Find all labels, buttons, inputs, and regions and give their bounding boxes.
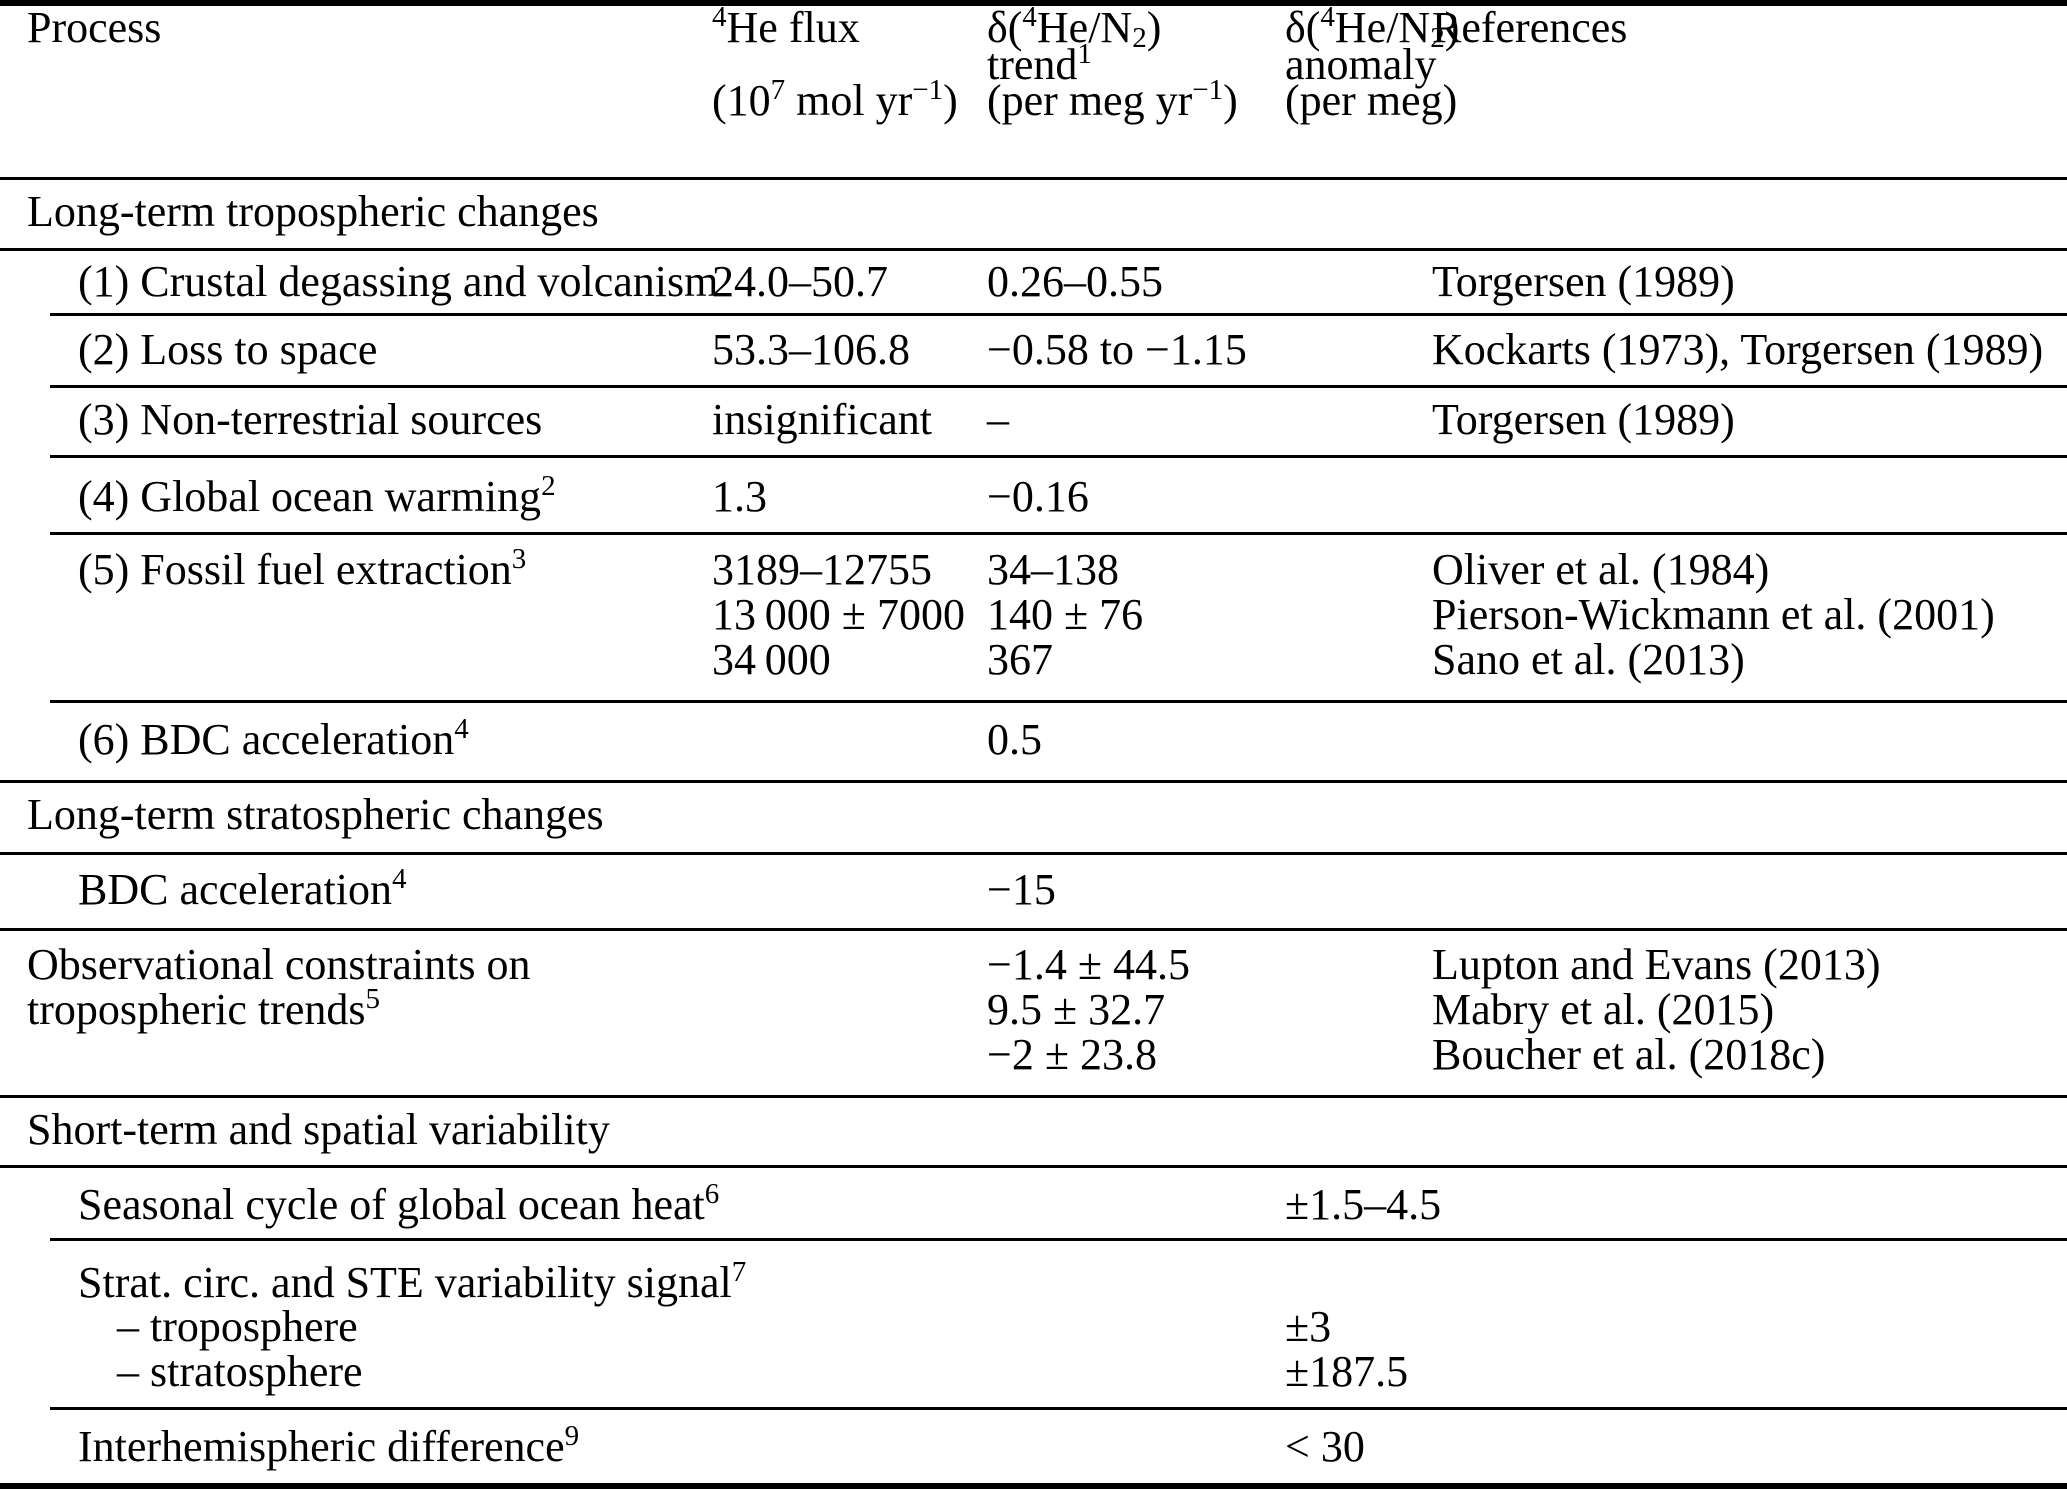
row-divider	[50, 313, 2067, 316]
section-title-variability: Short-term and spatial variability	[27, 1105, 610, 1154]
row-interhemispheric-anomaly: < 30	[1285, 1422, 1365, 1471]
row-fossil-process: (5) Fossil fuel extraction3	[78, 543, 527, 594]
row-divider	[50, 700, 2067, 703]
row-seasonal-process: Seasonal cycle of global ocean heat6	[78, 1178, 720, 1229]
row-fossil-refs-3: Sano et al. (2013)	[1432, 635, 1745, 684]
row-nonterrestrial-trend: –	[987, 395, 1009, 444]
row-loss-trend: −0.58 to −1.15	[987, 325, 1247, 374]
row-bdc-strat-trend: −15	[987, 865, 1056, 914]
section-divider	[0, 852, 2067, 855]
row-divider	[50, 532, 2067, 535]
row-divider	[50, 385, 2067, 388]
section-divider	[0, 780, 2067, 783]
row-loss-flux: 53.3–106.8	[712, 325, 910, 374]
row-fossil-trend-2: 140 ± 76	[987, 590, 1144, 639]
row-obs-refs-2: Mabry et al. (2015)	[1432, 985, 1775, 1034]
row-ste-process: Strat. circ. and STE variability signal7	[78, 1256, 747, 1307]
row-nonterrestrial-flux: insignificant	[712, 395, 932, 444]
bottom-rule	[0, 1483, 2067, 1489]
row-crustal-refs: Torgersen (1989)	[1432, 257, 1735, 306]
row-interhemispheric-process: Interhemispheric difference9	[78, 1420, 580, 1471]
col-header-trend-line2: trend1	[987, 38, 1092, 89]
section-divider	[0, 248, 2067, 251]
row-obs-trend-1: −1.4 ± 44.5	[987, 940, 1190, 989]
row-obs-refs-3: Boucher et al. (2018c)	[1432, 1030, 1826, 1079]
row-divider	[50, 1407, 2067, 1410]
col-header-anomaly-line1: δ(4He/N2)	[1285, 1, 1460, 55]
row-divider	[50, 1238, 2067, 1241]
row-ocean-warming-process: (4) Global ocean warming2	[78, 470, 556, 521]
row-crustal-flux: 24.0–50.7	[712, 257, 888, 306]
row-loss-refs: Kockarts (1973), Torgersen (1989)	[1432, 325, 2044, 374]
row-bdc-strat-process: BDC acceleration4	[78, 863, 407, 914]
col-header-anomaly-line2: anomaly	[1285, 40, 1437, 89]
col-header-trend-units: (per meg yr−1)	[987, 74, 1238, 125]
top-rule	[0, 0, 2067, 6]
row-obs-trend-2: 9.5 ± 32.7	[987, 985, 1166, 1034]
row-fossil-flux-3: 34 000	[712, 635, 831, 684]
row-fossil-refs-1: Oliver et al. (1984)	[1432, 545, 1770, 594]
row-obs-process-line2: tropospheric trends5	[27, 983, 380, 1034]
row-ocean-warming-flux: 1.3	[712, 472, 767, 521]
row-seasonal-anomaly: ±1.5–4.5	[1285, 1180, 1442, 1229]
row-ste-sub-stratosphere: – stratosphere	[117, 1347, 363, 1396]
row-crustal-trend: 0.26–0.55	[987, 257, 1163, 306]
row-crustal-process: (1) Crustal degassing and volcanism	[78, 257, 719, 306]
row-nonterrestrial-process: (3) Non-terrestrial sources	[78, 395, 543, 444]
section-divider	[0, 1095, 2067, 1098]
row-loss-process: (2) Loss to space	[78, 325, 378, 374]
col-header-references: References	[1432, 3, 1628, 52]
header-divider	[0, 177, 2067, 180]
row-fossil-trend-1: 34–138	[987, 545, 1119, 594]
row-ste-sub-troposphere: – troposphere	[117, 1302, 358, 1351]
row-fossil-trend-3: 367	[987, 635, 1053, 684]
row-fossil-flux-1: 3189–12755	[712, 545, 932, 594]
section-title-tropospheric: Long-term tropospheric changes	[27, 187, 599, 236]
col-header-flux-units: (107 mol yr−1)	[712, 74, 958, 125]
row-obs-process-line1: Observational constraints on	[27, 940, 531, 989]
row-fossil-flux-2: 13 000 ± 7000	[712, 590, 965, 639]
col-header-trend-line1: δ(4He/N2)	[987, 1, 1162, 55]
row-fossil-refs-2: Pierson-Wickmann et al. (2001)	[1432, 590, 1995, 639]
row-ste-anomaly-stratosphere: ±187.5	[1285, 1347, 1409, 1396]
row-divider	[50, 455, 2067, 458]
row-bdc-tropo-trend: 0.5	[987, 715, 1042, 764]
row-obs-trend-3: −2 ± 23.8	[987, 1030, 1157, 1079]
row-ste-anomaly-troposphere: ±3	[1285, 1302, 1332, 1351]
row-bdc-tropo-process: (6) BDC acceleration4	[78, 713, 469, 764]
row-ocean-warming-trend: −0.16	[987, 472, 1089, 521]
col-header-flux-line1: 4He flux	[712, 1, 860, 52]
col-header-process: Process	[27, 3, 162, 52]
section-divider	[0, 1165, 2067, 1168]
row-obs-refs-1: Lupton and Evans (2013)	[1432, 940, 1881, 989]
section-divider	[0, 928, 2067, 931]
col-header-anomaly-units: (per meg)	[1285, 76, 1458, 125]
section-title-stratospheric: Long-term stratospheric changes	[27, 790, 604, 839]
row-nonterrestrial-refs: Torgersen (1989)	[1432, 395, 1735, 444]
